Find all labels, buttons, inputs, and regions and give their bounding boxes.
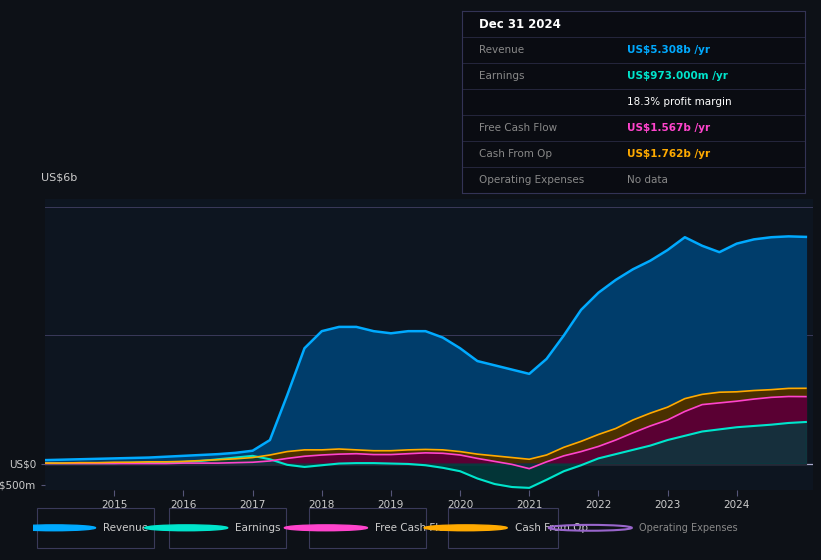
Text: Operating Expenses: Operating Expenses [479, 175, 585, 185]
Text: Revenue: Revenue [479, 45, 525, 55]
Text: US$6b: US$6b [41, 173, 77, 183]
Text: Earnings: Earnings [236, 523, 281, 533]
Circle shape [424, 525, 507, 531]
Circle shape [284, 525, 368, 531]
Circle shape [144, 525, 227, 531]
Text: Free Cash Flow: Free Cash Flow [479, 123, 557, 133]
Text: US$1.567b /yr: US$1.567b /yr [627, 123, 710, 133]
Text: Revenue: Revenue [103, 523, 149, 533]
Text: Earnings: Earnings [479, 71, 525, 81]
Text: Cash From Op: Cash From Op [515, 523, 588, 533]
Text: 18.3% profit margin: 18.3% profit margin [627, 97, 732, 107]
Text: Dec 31 2024: Dec 31 2024 [479, 18, 562, 31]
Text: Cash From Op: Cash From Op [479, 149, 553, 159]
Text: US$1.762b /yr: US$1.762b /yr [627, 149, 710, 159]
Text: Operating Expenses: Operating Expenses [640, 523, 738, 533]
Text: US$5.308b /yr: US$5.308b /yr [627, 45, 710, 55]
Text: Free Cash Flow: Free Cash Flow [375, 523, 453, 533]
Circle shape [12, 525, 95, 531]
Text: US$973.000m /yr: US$973.000m /yr [627, 71, 728, 81]
Text: No data: No data [627, 175, 667, 185]
